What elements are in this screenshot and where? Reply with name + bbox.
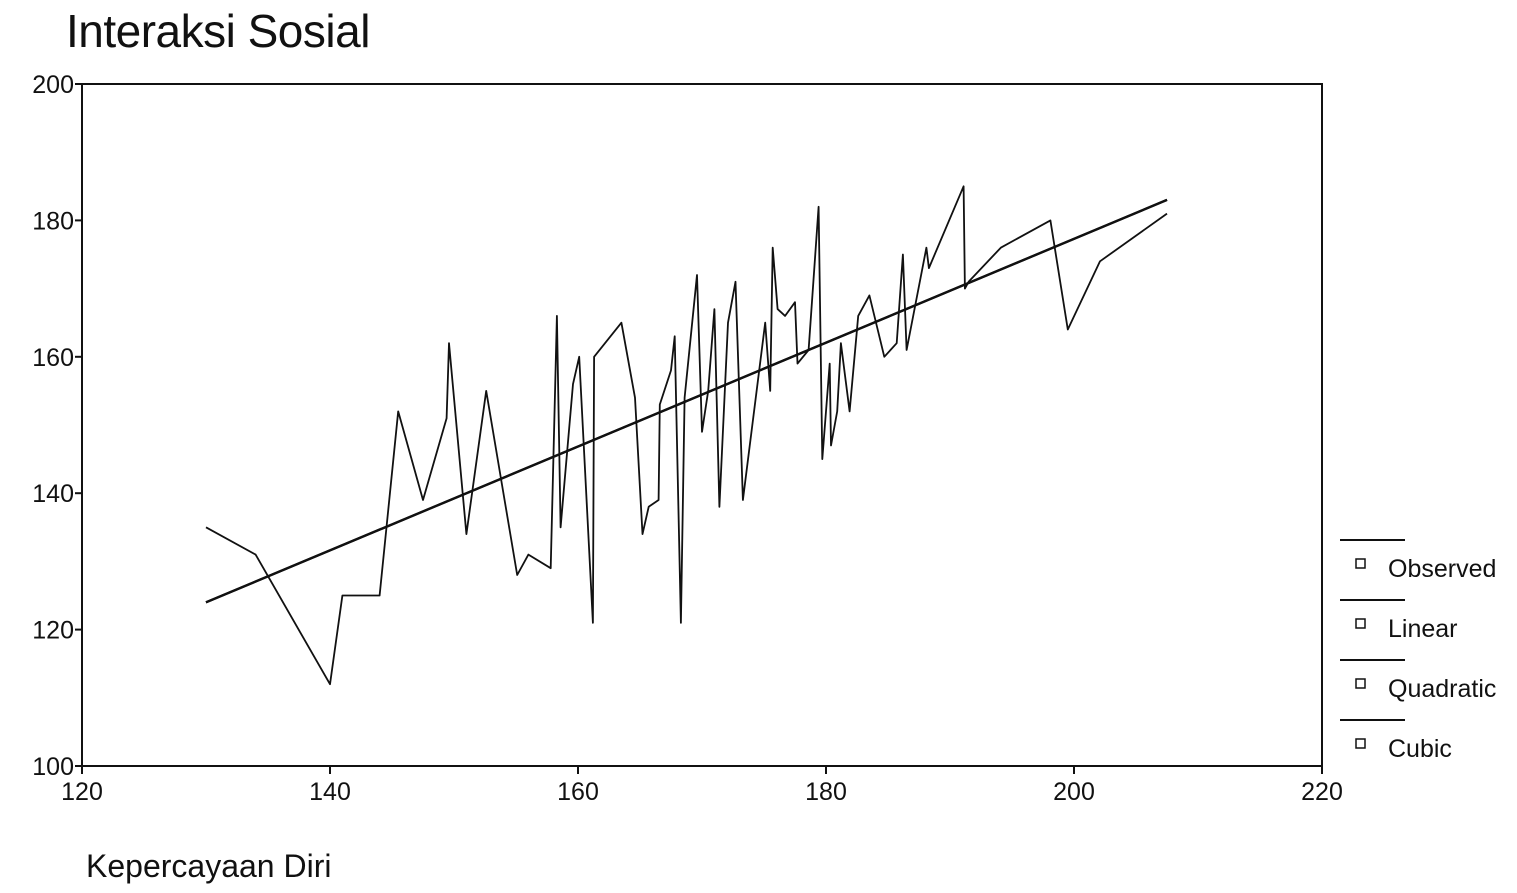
x-tick-label: 120: [61, 778, 103, 806]
legend-label-linear: Linear: [1388, 615, 1458, 643]
plot-border: [81, 83, 1323, 767]
series-lines: [205, 185, 1168, 686]
chart-title: Interaksi Sosial: [66, 5, 370, 57]
y-tick-label: 180: [32, 207, 74, 235]
y-tick-label: 100: [32, 753, 74, 781]
legend-marker-linear: [1355, 618, 1366, 629]
x-tick-label: 200: [1053, 778, 1095, 806]
legend-marker-cubic: [1355, 738, 1366, 749]
x-axis-label: Kepercayaan Diri: [86, 848, 332, 884]
x-tick-label: 180: [805, 778, 847, 806]
legend-marker-quadratic: [1355, 678, 1366, 689]
y-tick-label: 120: [32, 617, 74, 645]
x-axis: 120 140 160 180 200 220: [61, 766, 1343, 806]
x-tick-label: 140: [309, 778, 351, 806]
series-line-cubic: [205, 198, 1168, 604]
y-axis: 100 120 140 160 180 200: [32, 71, 82, 781]
plot-frame: [81, 83, 1323, 767]
series-line-observed: [205, 185, 1168, 686]
y-tick-label: 140: [32, 480, 74, 508]
y-tick-label: 160: [32, 344, 74, 372]
legend-marker-observed: [1355, 558, 1366, 569]
x-tick-label: 160: [557, 778, 599, 806]
legend-label-cubic: Cubic: [1388, 735, 1452, 763]
x-tick-label: 220: [1301, 778, 1343, 806]
legend-label-quadratic: Quadratic: [1388, 675, 1496, 703]
legend: Observed Linear Quadratic Cubic: [1340, 539, 1496, 763]
legend-label-observed: Observed: [1388, 555, 1496, 583]
y-tick-label: 200: [32, 71, 74, 99]
